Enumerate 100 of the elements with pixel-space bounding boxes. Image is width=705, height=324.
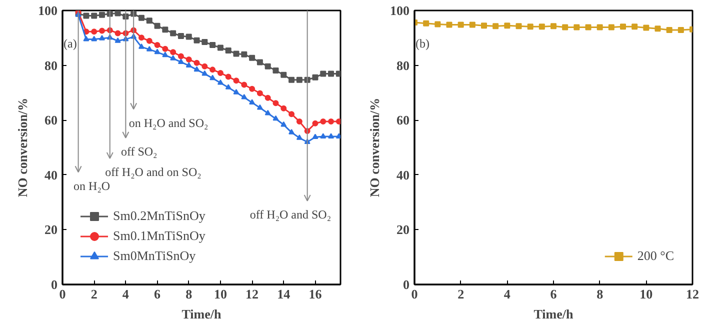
point	[202, 63, 208, 70]
point	[280, 121, 287, 127]
point	[217, 79, 224, 85]
point	[178, 53, 184, 60]
x-tick-label: 2	[90, 286, 98, 302]
point	[272, 115, 279, 121]
x-tick-label: 2	[458, 286, 464, 302]
x-tick-label: 4	[122, 286, 130, 302]
point	[202, 39, 208, 46]
y-tick-label: 0	[51, 277, 58, 292]
point	[154, 22, 160, 29]
x-tick-label: 8	[186, 286, 193, 302]
point	[312, 120, 318, 126]
point	[296, 118, 302, 124]
point	[170, 49, 176, 56]
x-tick-label: 8	[596, 286, 604, 302]
y-tick-label: 60	[396, 112, 410, 128]
point	[249, 99, 256, 105]
x-tick-label: 12	[246, 286, 259, 302]
y-tick-label: 0	[403, 277, 410, 292]
point	[336, 118, 340, 124]
point	[264, 110, 271, 116]
x-tick-label: 10	[640, 286, 653, 302]
point	[98, 28, 105, 34]
point	[146, 46, 152, 52]
point	[154, 48, 160, 54]
point	[210, 66, 216, 73]
point	[233, 89, 240, 94]
x-tick-label: 12	[686, 286, 699, 302]
point	[264, 94, 271, 101]
point	[241, 51, 248, 58]
point	[320, 118, 326, 124]
y-axis-title: NO conversion/%	[367, 98, 382, 198]
point	[210, 74, 216, 80]
x-tick-label: 4	[504, 286, 511, 302]
y-tick-label: 80	[44, 58, 58, 73]
point	[233, 50, 240, 57]
point	[162, 46, 168, 52]
point	[138, 44, 144, 49]
x-axis-title: Time/h	[182, 306, 222, 322]
y-tick-label: 20	[396, 222, 410, 238]
point	[217, 70, 224, 76]
point	[83, 36, 90, 42]
legend-label: Sm0MnTiSnOy	[113, 248, 196, 264]
legend-label: off H₂O and on SO₂	[105, 165, 202, 180]
point	[186, 62, 192, 68]
point	[256, 104, 263, 110]
legend-label: off SO₂	[120, 144, 158, 159]
ref-line-label: on H₂O and SO₂	[128, 116, 208, 130]
point	[83, 12, 90, 19]
point	[280, 72, 287, 78]
x-tick-label: 6	[550, 286, 558, 302]
x-tick-label: 6	[154, 286, 162, 302]
point	[138, 14, 144, 21]
legend-label: 200 °C	[637, 248, 674, 264]
point	[272, 100, 279, 106]
y-tick-label: 20	[44, 222, 58, 238]
x-tick-label: 14	[277, 286, 291, 302]
point	[296, 134, 302, 140]
point	[225, 74, 232, 80]
point	[249, 54, 256, 61]
point	[288, 76, 295, 83]
y-tick-label: 80	[396, 58, 410, 73]
y-tick-label: 100	[38, 3, 58, 18]
point	[170, 30, 176, 36]
legend-label: Sm0.2MnTiSnOy	[113, 208, 206, 224]
point	[249, 86, 256, 92]
point	[225, 48, 232, 54]
point	[162, 52, 168, 58]
point	[264, 63, 271, 70]
point	[194, 37, 200, 44]
point	[225, 84, 232, 90]
point	[98, 35, 105, 40]
point	[280, 105, 287, 112]
point	[241, 94, 248, 100]
ref-line-label: off H₂O and SO₂	[250, 208, 332, 222]
x-tick-label: 10	[214, 286, 227, 302]
point	[170, 55, 176, 60]
y-tick-label: 60	[44, 112, 58, 128]
point	[210, 42, 216, 48]
point	[91, 36, 98, 42]
point	[328, 133, 334, 138]
point	[194, 66, 200, 72]
point	[114, 10, 121, 16]
point	[162, 26, 168, 33]
point	[336, 133, 340, 138]
point	[312, 74, 318, 80]
point	[154, 42, 160, 48]
point	[178, 32, 184, 39]
ref-line-label: on H₂O	[74, 178, 110, 193]
point	[312, 134, 318, 140]
point	[288, 129, 295, 134]
point	[98, 12, 105, 18]
point	[186, 56, 192, 63]
x-tick-label: 16	[308, 286, 322, 302]
point	[296, 76, 302, 83]
annotation: (a)	[64, 36, 77, 50]
point	[138, 34, 144, 41]
point	[256, 90, 263, 96]
point	[114, 30, 121, 36]
